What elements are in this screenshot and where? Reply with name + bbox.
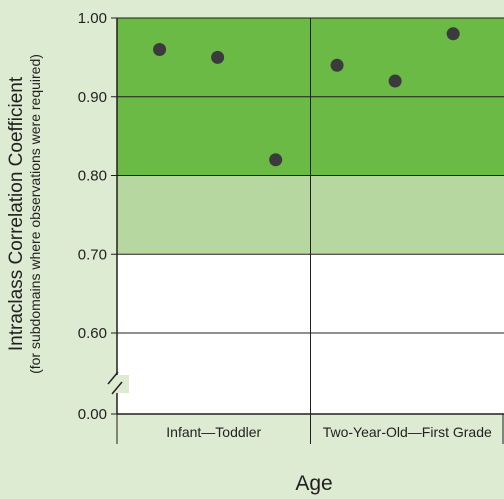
data-point	[153, 43, 167, 56]
data-point	[211, 50, 225, 64]
x-category-label: Infant—Toddler	[166, 424, 261, 440]
y-tick-label: 0.00	[78, 406, 107, 423]
y-tick-label: 0.80	[78, 168, 107, 185]
y-tick-label: 0.90	[78, 89, 107, 106]
data-point	[330, 58, 344, 72]
y-axis-ticks: 1.00 0.90 0.80 0.70 0.60 0.00	[78, 10, 117, 423]
data-point	[446, 27, 460, 41]
data-points	[153, 27, 460, 167]
axes	[105, 18, 504, 444]
data-point	[388, 74, 402, 88]
x-axis-categories: Infant—Toddler Two-Year-Old—First Grade	[166, 424, 492, 440]
gridlines	[117, 17, 504, 414]
axis-break-mark	[111, 381, 123, 395]
axis-break-mark	[107, 371, 119, 385]
x-axis-title: Age	[295, 472, 332, 495]
data-point	[269, 153, 283, 167]
y-tick-label: 0.60	[78, 325, 107, 342]
y-axis-subtitle: (for subdomains where observations were …	[27, 54, 43, 374]
y-axis-title: Intraclass Correlation Coefficient	[6, 76, 27, 351]
y-tick-label: 0.70	[78, 246, 107, 263]
x-category-label: Two-Year-Old—First Grade	[323, 424, 492, 440]
y-tick-label: 1.00	[78, 10, 107, 27]
